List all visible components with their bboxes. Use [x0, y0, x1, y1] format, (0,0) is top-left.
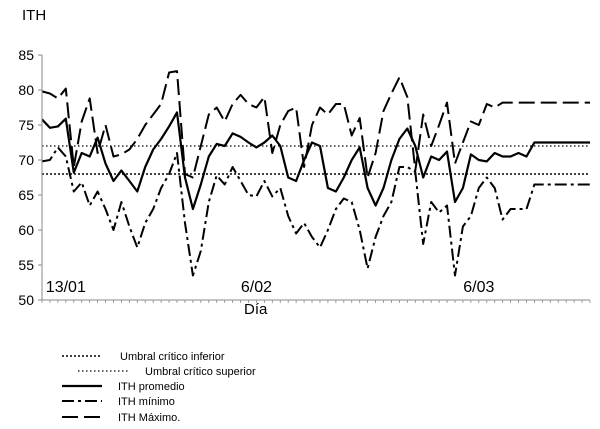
x-category-label: 13/01 [46, 279, 86, 296]
x-category-label: 6/03 [463, 279, 494, 296]
series-line-4 [41, 70, 590, 179]
legend-label: ITH mínimo [118, 396, 175, 408]
series-line-3 [41, 146, 590, 277]
y-axis-label: ITH [22, 7, 46, 24]
legend-label: Umbral crítico inferior [120, 351, 225, 363]
y-tick-label: 75 [18, 117, 34, 133]
legend-label: ITH Máximo. [118, 412, 180, 424]
legend-label: Umbral crítico superior [145, 366, 256, 378]
y-tick-label: 80 [18, 82, 34, 98]
series-line-2 [41, 111, 590, 211]
y-tick-label: 85 [18, 47, 34, 63]
legend: Umbral crítico inferior Umbral crítico su… [62, 351, 256, 424]
y-tick-label: 50 [18, 292, 34, 308]
y-tick-label: 65 [18, 187, 34, 203]
plot-lines [41, 70, 590, 277]
x-axis-label: Día [244, 301, 268, 318]
legend-label: ITH promedio [118, 381, 185, 393]
axes: 50 55 60 65 70 75 80 85 13/01 6/02 6/03 [18, 47, 591, 308]
y-tick-label: 60 [18, 222, 34, 238]
x-category-label: 6/02 [241, 279, 272, 296]
y-tick-label: 70 [18, 152, 34, 168]
y-tick-label: 55 [18, 257, 34, 273]
